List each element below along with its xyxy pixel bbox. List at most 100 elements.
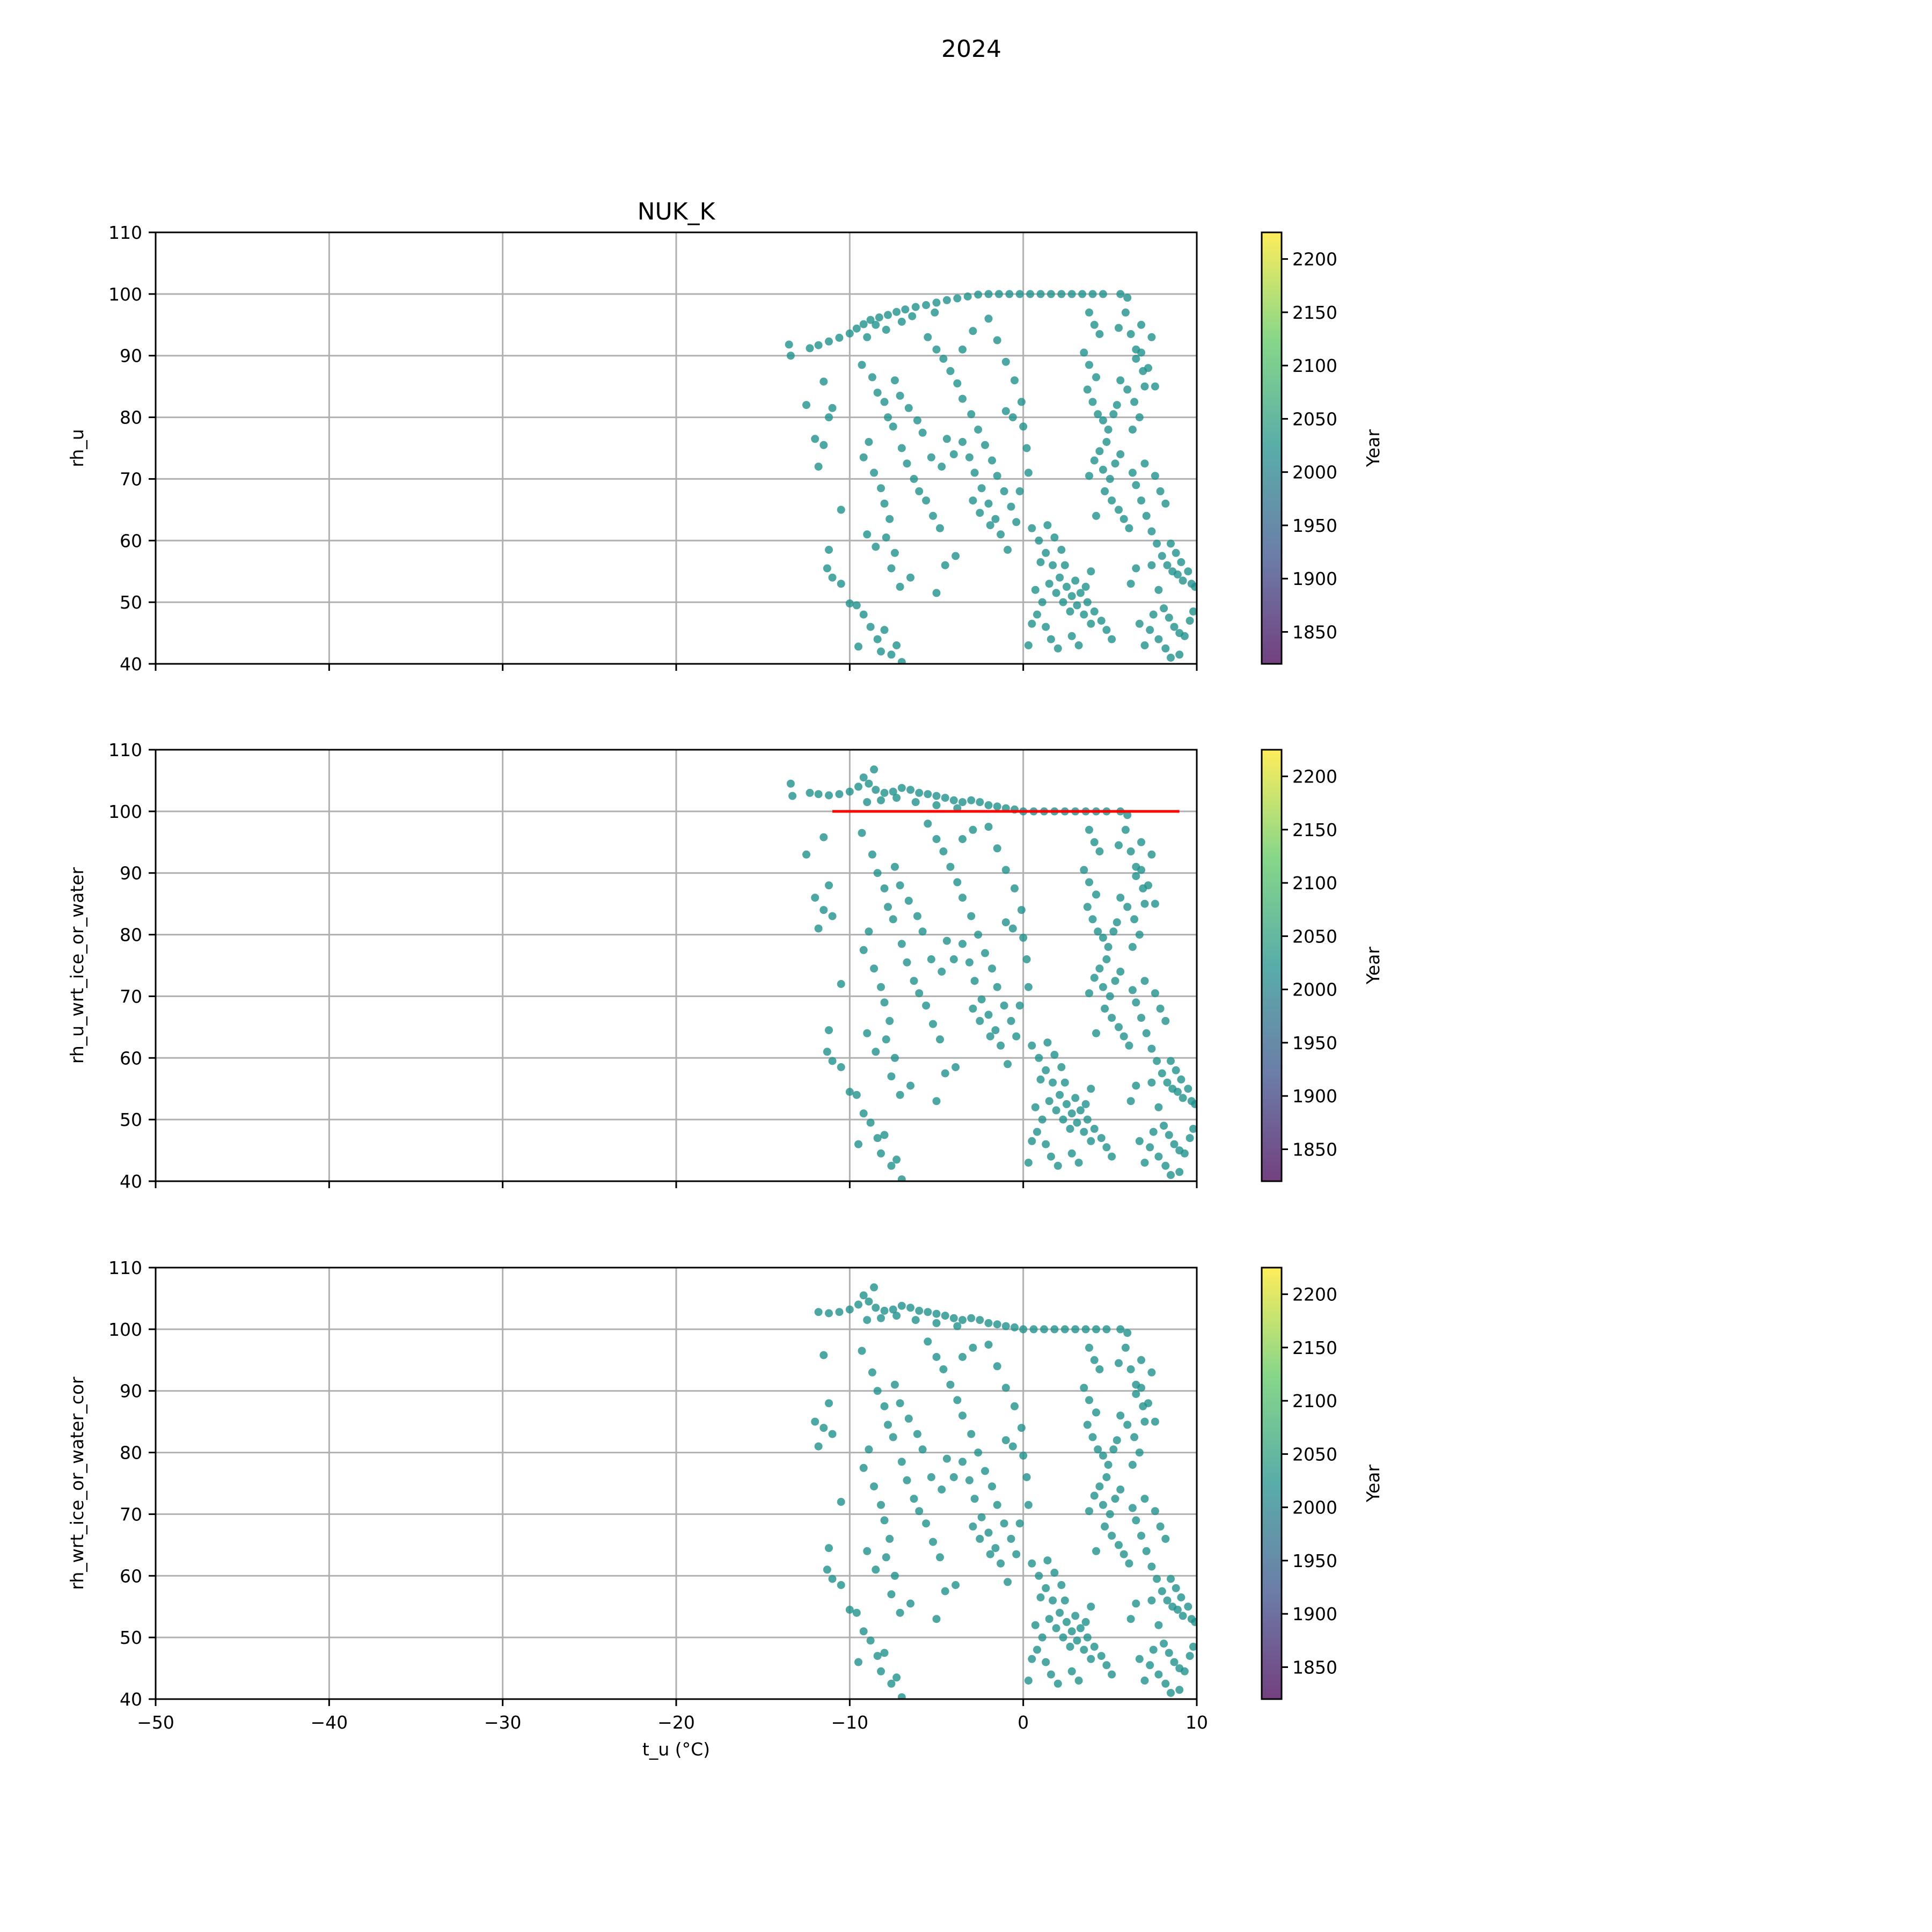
scatter-point [887, 1679, 896, 1688]
scatter-point [1008, 413, 1017, 422]
scatter-point [967, 410, 976, 419]
scatter-point [892, 1155, 901, 1164]
scatter-point [932, 345, 941, 354]
scatter-point [981, 441, 989, 449]
scatter-point [872, 1304, 880, 1312]
scatter-point [788, 792, 797, 800]
scatter-point [1130, 915, 1139, 924]
scatter-point [1028, 1041, 1036, 1050]
scatter-point [1080, 348, 1088, 357]
scatter-point [932, 1615, 941, 1623]
scatter-point [835, 1308, 844, 1316]
scatter-point [1161, 644, 1170, 653]
scatter-point [1121, 1343, 1130, 1352]
scatter-point [1081, 582, 1090, 591]
scatter-point [988, 1482, 996, 1491]
colorbar-tick-label: 1900 [1292, 1086, 1337, 1107]
scatter-point [825, 1544, 833, 1553]
subplots: 405060708090100110NUK_Krh_u1850190019502… [67, 198, 1384, 1760]
y-axis-label: rh_u_wrt_ice_or_water [67, 867, 87, 1064]
scatter-point [1158, 1069, 1166, 1078]
scatter-point [939, 847, 948, 855]
scatter-point [814, 1308, 823, 1316]
colorbar-tick-label: 2150 [1292, 302, 1337, 323]
scatter-point [1052, 1106, 1060, 1115]
scatter-point [859, 1463, 868, 1472]
scatter-point [1175, 1686, 1184, 1694]
scatter-point [1007, 1534, 1015, 1543]
y-tick-label: 80 [120, 1443, 142, 1463]
scatter-point [828, 1057, 837, 1065]
scatter-point [785, 340, 793, 349]
colorbar-tick-label: 2200 [1292, 249, 1337, 270]
scatter-point [870, 765, 879, 774]
scatter-point [889, 1433, 897, 1441]
scatter-point [1031, 586, 1040, 594]
scatter-point [1097, 1134, 1106, 1143]
scatter-point [1137, 838, 1145, 846]
scatter-point [1137, 1532, 1145, 1540]
scatter-point [1147, 1596, 1156, 1605]
scatter-point [1180, 1149, 1189, 1158]
scatter-point [1081, 1100, 1090, 1108]
scatter-point [1004, 546, 1012, 554]
scatter-point [845, 1606, 854, 1614]
scatter-point [866, 316, 875, 324]
scatter-point [1040, 1325, 1048, 1334]
scatter-point [1045, 580, 1053, 588]
scatter-point [873, 1387, 882, 1395]
scatter-point [1140, 641, 1149, 649]
scatter-point [1156, 1522, 1165, 1531]
scatter-point [1116, 290, 1125, 298]
scatter-point [1132, 481, 1140, 489]
scatter-point [997, 530, 1005, 539]
scatter-point [988, 456, 996, 465]
scatter-point [823, 1565, 831, 1574]
subplot-title: NUK_K [638, 198, 716, 225]
scatter-point [1116, 450, 1125, 458]
scatter-point [1115, 1541, 1123, 1549]
scatter-point [1116, 376, 1125, 385]
scatter-point [942, 296, 951, 304]
scatter-point [929, 1538, 937, 1546]
scatter-point [890, 548, 899, 557]
y-tick-label: 80 [120, 407, 142, 428]
scatter-point [1184, 567, 1192, 576]
scatter-point [845, 787, 854, 796]
scatter-point [1081, 1325, 1090, 1334]
scatter-point [1185, 617, 1194, 625]
scatter-point [984, 1319, 993, 1327]
scatter-point [1175, 1168, 1184, 1176]
scatter-point [1085, 825, 1093, 834]
colorbar-tick-label: 2000 [1292, 979, 1337, 1000]
scatter-point [938, 968, 946, 976]
scatter-point [1067, 592, 1076, 601]
y-tick-label: 70 [120, 986, 142, 1007]
scatter-point [910, 474, 918, 483]
scatter-point [1036, 558, 1045, 566]
scatter-point [1179, 1094, 1187, 1102]
scatter-point [1123, 1329, 1132, 1337]
scatter-point [986, 1032, 994, 1041]
scatter-point [1140, 977, 1149, 985]
scatter-point [819, 377, 828, 386]
scatter-point [1035, 536, 1043, 545]
scatter-point [910, 977, 918, 985]
scatter-point [949, 796, 958, 804]
scatter-point [896, 881, 904, 890]
scatter-point [1154, 1670, 1163, 1679]
scatter-point [837, 1498, 845, 1506]
y-tick-label: 70 [120, 1504, 142, 1525]
scatter-point [814, 341, 823, 349]
scatter-points [811, 1283, 1197, 1699]
scatter-point [897, 1458, 906, 1466]
scatter-point [825, 881, 833, 890]
colorbar-tick-label: 2100 [1292, 355, 1337, 376]
scatter-point [1011, 376, 1019, 385]
scatter-point [1132, 355, 1140, 363]
scatter-point [1043, 521, 1052, 530]
scatter-point [814, 924, 823, 933]
colorbar: 1850 1900 1950 2000 2050 2100 2150 2200 Year [1261, 1267, 1384, 1700]
scatter-point [884, 903, 892, 911]
scatter-point [1085, 878, 1093, 887]
